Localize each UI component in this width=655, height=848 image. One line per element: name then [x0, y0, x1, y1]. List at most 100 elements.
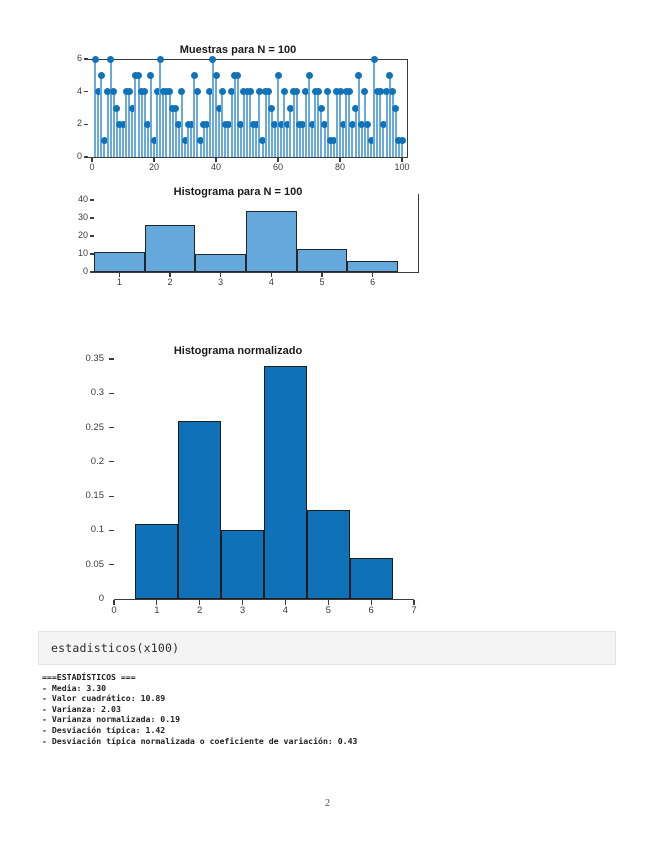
norm-xtick-label: 7	[411, 605, 417, 616]
norm-ytick-label: 0.1	[90, 524, 104, 536]
stem-line	[184, 140, 186, 157]
norm-xtick	[199, 600, 201, 605]
stem-line	[122, 124, 124, 157]
hist-ytick	[90, 235, 94, 237]
histogram-bar	[94, 252, 145, 272]
stem-marker	[379, 120, 387, 128]
norm-xtick-label: 0	[111, 605, 117, 616]
histogram-bar	[246, 210, 297, 272]
code-cell[interactable]: estadisticos(x100)	[38, 631, 616, 665]
norm-xtick	[241, 600, 244, 605]
stem-line	[171, 108, 174, 157]
stem-ytick-label: 4	[76, 85, 82, 96]
stem-line	[165, 91, 168, 157]
stem-axis-bottom	[88, 157, 408, 159]
stem-marker	[277, 120, 285, 128]
stem-marker	[172, 104, 180, 112]
hist-xtick	[220, 273, 222, 277]
histogram-bar	[347, 261, 398, 272]
stem-marker	[361, 88, 369, 96]
stem-line	[218, 108, 221, 157]
stem-line	[277, 75, 279, 157]
histogram-normalized-axes: 0 0.05 0.1 0.15 0.2 0.25 0.3 0.35 0 1 2 3 4 5 6 7	[86, 353, 417, 616]
norm-xtick	[327, 600, 329, 605]
stem-marker	[376, 88, 384, 96]
stem-line	[227, 124, 230, 157]
stem-line	[97, 91, 100, 157]
hist-ytick-label: 30	[77, 212, 88, 222]
stem-marker	[299, 120, 307, 128]
code-cell-command: estadisticos(x100)	[51, 641, 180, 655]
stem-line	[128, 91, 131, 157]
stem-xtick-label: 80	[334, 162, 345, 172]
stem-line	[109, 59, 112, 157]
stem-marker	[125, 88, 133, 96]
stem-xtick	[91, 158, 93, 162]
stem-marker	[135, 71, 142, 79]
stem-line	[311, 124, 314, 157]
norm-ytick-label: 0.35	[85, 353, 105, 364]
hist-ytick-label: 10	[77, 248, 88, 258]
norm-ytick	[109, 426, 114, 429]
norm-ytick-label: 0.15	[85, 490, 105, 502]
stem-line	[323, 124, 326, 157]
stem-marker	[128, 104, 136, 112]
stem-plot-title: Muestras para N = 100	[179, 44, 297, 56]
stem-marker	[190, 71, 198, 79]
hist-xtick-label: 6	[370, 277, 376, 287]
stem-line	[153, 140, 155, 157]
stem-line	[215, 75, 217, 157]
stem-ytick	[84, 123, 88, 125]
norm-ytick-label: 0.05	[85, 558, 105, 570]
stem-line	[140, 91, 143, 157]
stem-axis-top	[88, 59, 408, 61]
stem-marker	[197, 137, 204, 145]
norm-ytick	[109, 564, 114, 566]
stem-marker	[352, 104, 359, 112]
stem-line	[326, 91, 329, 157]
stem-plot-figure: Muestras para N = 100 0 2 4 6 0 20 40 60 80 100	[38, 42, 438, 172]
stem-line	[205, 124, 208, 157]
stem-line	[149, 75, 152, 157]
stem-marker	[268, 104, 276, 112]
norm-ytick-label: 0	[98, 593, 104, 604]
stem-marker	[283, 120, 291, 128]
stem-line	[224, 124, 227, 157]
stem-marker	[367, 137, 375, 145]
stem-marker	[153, 88, 161, 96]
stem-line	[125, 91, 128, 157]
stem-marker	[274, 71, 282, 79]
stem-marker	[107, 55, 115, 63]
norm-xtick	[370, 600, 372, 605]
stem-marker	[166, 88, 173, 96]
stem-marker	[193, 88, 201, 96]
norm-xtick-label: 5	[325, 605, 331, 616]
stem-ytick	[84, 58, 88, 60]
norm-xtick-label: 2	[197, 605, 203, 616]
stem-marker	[398, 137, 406, 145]
stem-line	[354, 108, 357, 157]
stem-line	[239, 124, 242, 157]
stem-ytick-label: 2	[76, 118, 82, 129]
stem-line	[146, 124, 149, 157]
stem-line	[351, 124, 354, 157]
stem-marker	[321, 120, 328, 128]
stem-marker	[97, 71, 105, 79]
hist-ytick	[90, 271, 94, 273]
stem-line	[308, 75, 310, 157]
stem-line	[258, 91, 261, 157]
stem-line	[292, 91, 295, 157]
norm-xtick-label: 1	[154, 605, 160, 616]
norm-xtick	[284, 600, 287, 605]
stem-marker	[345, 88, 353, 96]
stem-line	[273, 124, 276, 157]
stem-marker	[358, 120, 366, 128]
hist-xtick	[321, 273, 323, 277]
stem-ytick-label: 0	[76, 151, 82, 161]
console-output-line: - Desviación típica: 1.42	[42, 724, 166, 735]
stem-line	[360, 124, 363, 157]
stem-line	[211, 59, 214, 157]
stem-marker	[187, 120, 195, 128]
histogram-counts-title: Histograma para N = 100	[173, 186, 303, 198]
